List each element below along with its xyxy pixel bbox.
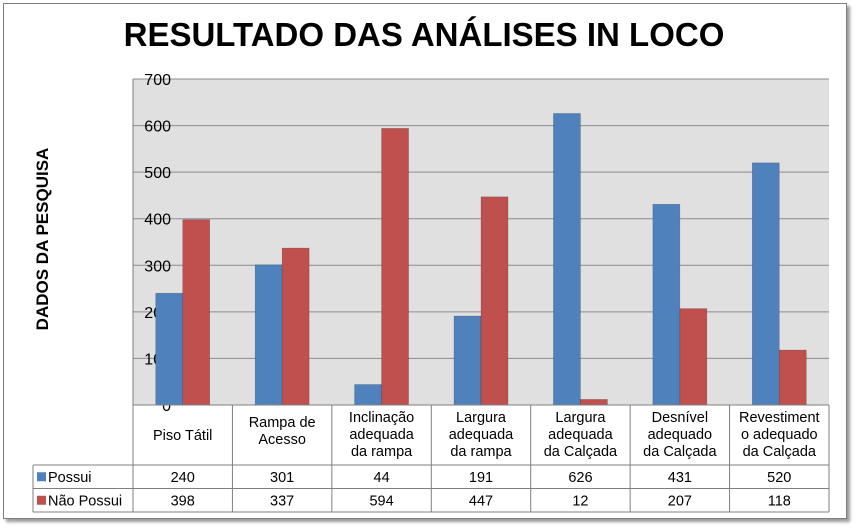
- x-category-label: da rampa: [450, 444, 512, 460]
- x-category-label: Desnível: [652, 410, 708, 426]
- bar-não-possui: [778, 349, 807, 406]
- x-category-label: Acesso: [258, 432, 306, 448]
- data-table-value: 337: [270, 493, 294, 509]
- bar-possui: [652, 203, 681, 406]
- data-table-value: 398: [171, 493, 195, 509]
- legend-key-não-possui: [37, 495, 46, 505]
- data-table-value: 447: [469, 493, 493, 509]
- x-category-label: Revestiment: [739, 410, 820, 426]
- bar-possui: [155, 292, 184, 406]
- x-category-label: adequado: [648, 427, 713, 443]
- data-table-value: 207: [668, 493, 692, 509]
- bar-possui: [751, 162, 780, 406]
- data-table-value: 240: [171, 470, 195, 486]
- legend-label: Possui: [48, 470, 92, 486]
- bar-não-possui: [281, 247, 310, 406]
- bar-não-possui: [182, 219, 211, 406]
- x-category-label: Largura: [456, 410, 507, 426]
- x-category-label: da Calçada: [544, 444, 618, 460]
- data-table-value: 626: [568, 470, 592, 486]
- bar-não-possui: [381, 128, 409, 406]
- y-tick-label: 400: [144, 212, 171, 229]
- data-table-value: 12: [572, 493, 588, 509]
- x-category-label: adequada: [548, 427, 613, 443]
- x-category-label: da Calçada: [743, 444, 817, 460]
- bar-possui: [254, 264, 283, 406]
- x-category-label: da Calçada: [643, 444, 717, 460]
- x-category-label: o adequado: [741, 427, 818, 443]
- data-table-value: 191: [469, 470, 493, 486]
- x-category-label: Piso Tátil: [153, 428, 212, 444]
- data-table-value: 431: [668, 470, 692, 486]
- bar-não-possui: [580, 399, 608, 406]
- x-category-label: adequada: [449, 427, 514, 443]
- legend-label: Não Possui: [48, 493, 122, 509]
- data-table-value: 520: [767, 470, 791, 486]
- x-category-label: Rampa de: [249, 415, 316, 431]
- legend-key-possui: [37, 472, 46, 482]
- y-tick-label: 600: [144, 119, 171, 136]
- chart-title: RESULTADO DAS ANÁLISES IN LOCO: [123, 16, 725, 53]
- bar-possui: [453, 315, 482, 406]
- data-table-value: 594: [369, 493, 393, 509]
- y-tick-label: 0: [162, 398, 171, 415]
- y-tick-label: 300: [144, 258, 171, 275]
- data-table-value: 118: [768, 493, 791, 509]
- x-category-label: da rampa: [351, 444, 413, 460]
- x-category-label: adequada: [349, 427, 414, 443]
- bar-possui: [553, 113, 581, 406]
- y-tick-label: 500: [144, 165, 171, 182]
- data-table-value: 301: [270, 470, 294, 486]
- bar-não-possui: [679, 308, 708, 406]
- bar-possui: [354, 384, 382, 406]
- data-table-value: 44: [374, 470, 390, 486]
- x-category-label: Inclinação: [349, 410, 414, 426]
- bar-não-possui: [480, 196, 509, 406]
- y-tick-label: 700: [144, 72, 171, 89]
- x-category-label: Largura: [555, 410, 606, 426]
